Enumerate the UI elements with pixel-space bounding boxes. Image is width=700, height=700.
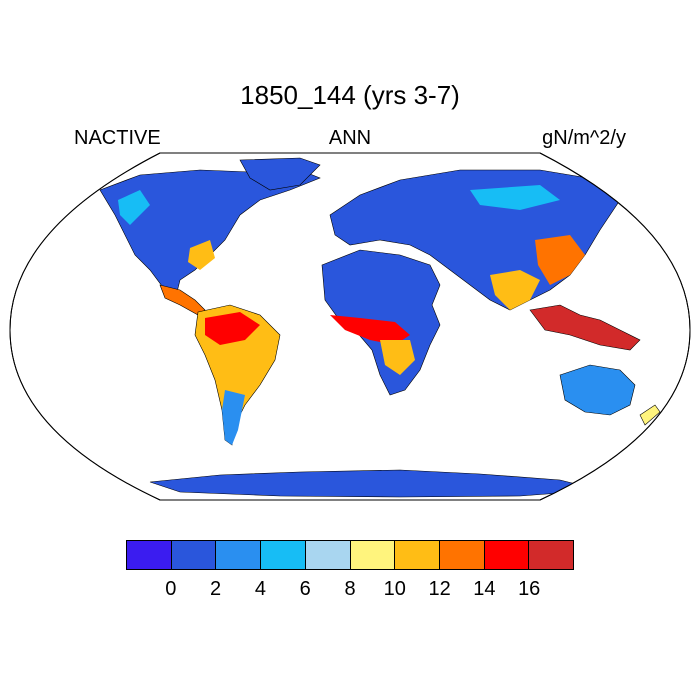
amazon-hot <box>205 312 260 345</box>
colorbar-box <box>349 540 396 570</box>
colorbar-box <box>528 540 575 570</box>
east-asia-hot <box>535 235 585 285</box>
colorbar-tick-label: 14 <box>473 578 496 600</box>
africa-savanna <box>380 340 415 375</box>
southeast-asia <box>529 304 641 351</box>
colorbar-tick-label: 12 <box>428 578 451 600</box>
australia <box>559 364 636 416</box>
colorbar-box <box>215 540 262 570</box>
colorbar-box <box>304 540 351 570</box>
siberia-cyan <box>470 185 560 210</box>
colorbar-box <box>170 540 217 570</box>
greenland <box>239 157 321 191</box>
na-west-cyan <box>118 190 150 225</box>
colorbar-tick-label: 10 <box>383 578 406 600</box>
colorbar-tick-label: 0 <box>165 578 177 600</box>
plot-title: 1850_144 (yrs 3-7) <box>240 80 460 110</box>
colorbar-tick-label: 8 <box>344 578 356 600</box>
colorbar-tick-label: 2 <box>210 578 222 600</box>
patagonia <box>222 390 245 445</box>
colorbar-box <box>394 540 440 570</box>
colorbar-box <box>483 540 530 570</box>
colorbar-box <box>260 540 306 570</box>
variable-label: NACTIVE <box>74 127 161 149</box>
colorbar-box <box>438 540 485 570</box>
central-africa-hot <box>330 315 410 345</box>
colorbar-tick-label: 16 <box>518 578 541 600</box>
season-label: ANN <box>328 127 372 149</box>
new-zealand <box>639 404 661 426</box>
south-asia-warm <box>490 270 540 310</box>
colorbar-tick-label: 6 <box>299 578 311 600</box>
colorbar-box <box>126 540 172 570</box>
units-label: gN/m^2/y <box>542 127 626 149</box>
colorbar <box>126 540 575 570</box>
colorbar-tick-label: 4 <box>254 578 266 600</box>
na-east-warm <box>188 240 215 270</box>
